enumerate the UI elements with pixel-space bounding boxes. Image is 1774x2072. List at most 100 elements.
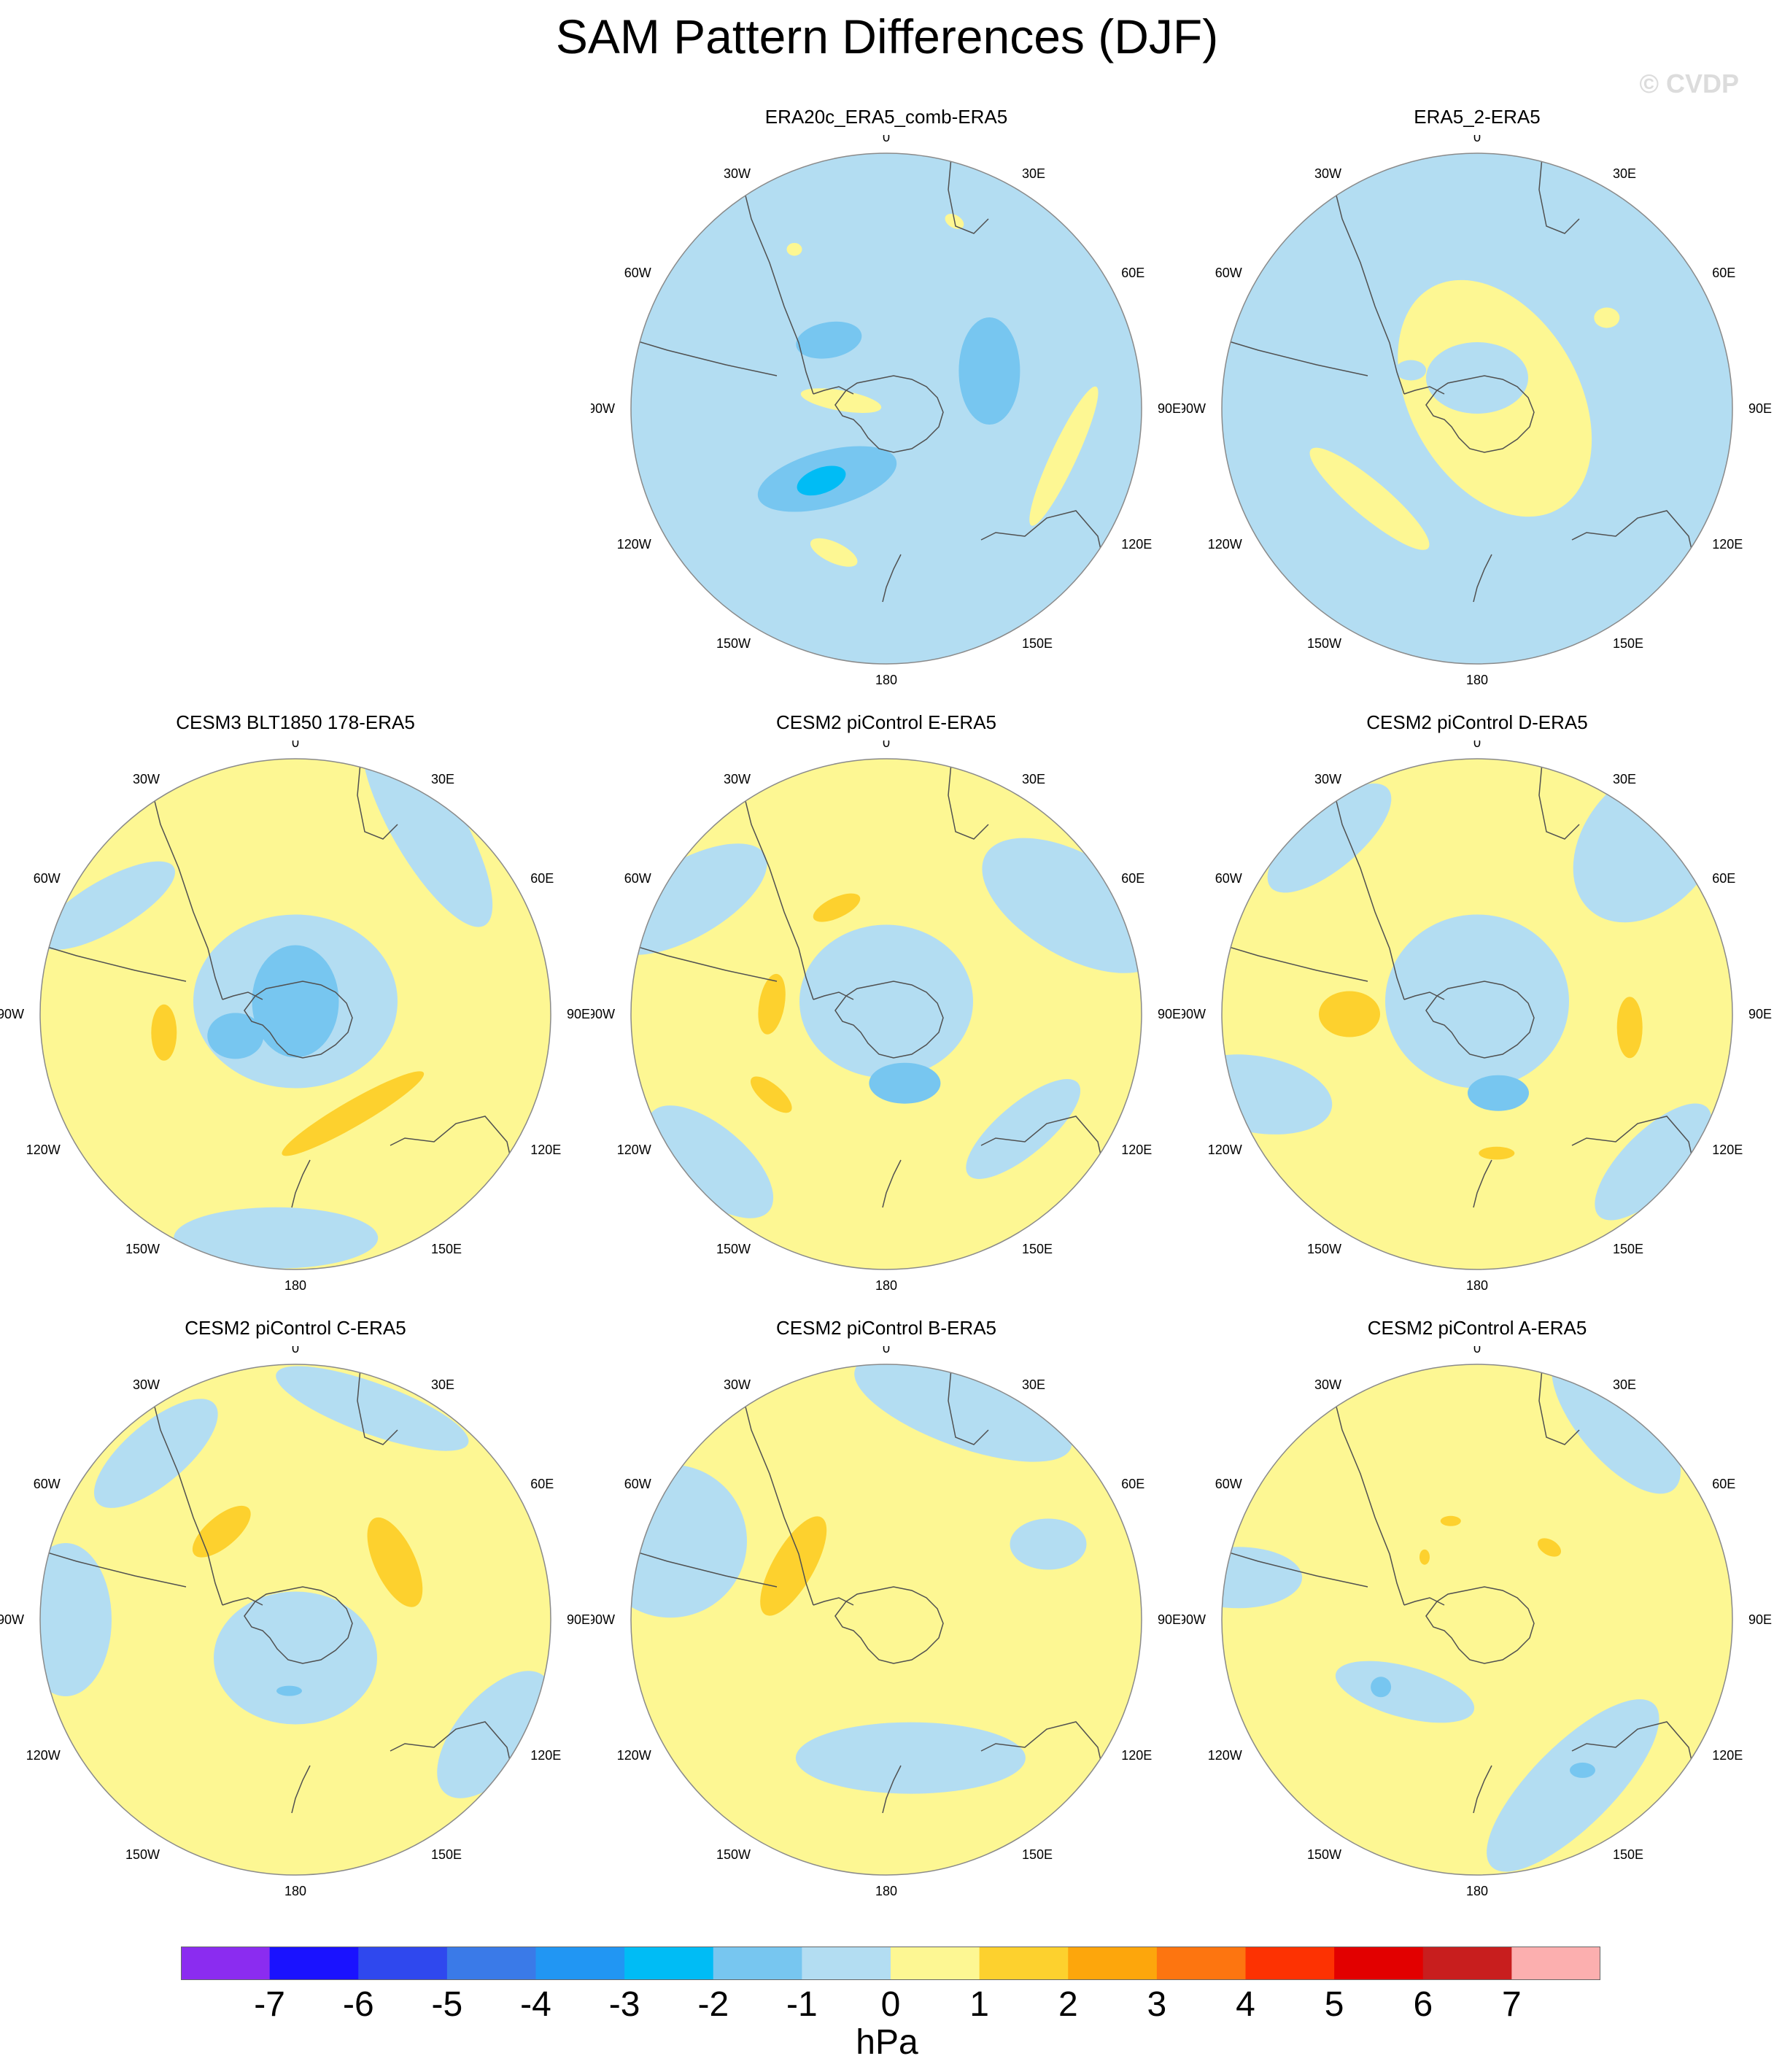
- anomaly-contour-region: [758, 973, 786, 1035]
- panel-title: CESM2 piControl D-ERA5: [1366, 711, 1588, 733]
- longitude-label: 180: [1466, 673, 1488, 687]
- anomaly-contour-region: [810, 538, 858, 567]
- continent-coastline: [1330, 174, 1405, 395]
- anomaly-contour-region: [1426, 342, 1528, 414]
- continent-coastline: [40, 1539, 187, 1588]
- longitude-label: 90E: [1158, 1612, 1181, 1627]
- map-boundary-circle: [39, 1364, 551, 1876]
- anomaly-contour-region: [367, 1517, 423, 1607]
- anomaly-contour-region: [795, 1722, 1026, 1794]
- colorbar-tick-label: -3: [608, 1985, 640, 2024]
- anomaly-contour-region: [151, 1004, 177, 1061]
- map-panel: CESM2 piControl D-ERA5 0 30E 60E 90E 120E 150E…: [1182, 711, 1773, 1310]
- longitude-label: 60W: [1215, 871, 1242, 886]
- longitude-label: 30E: [431, 1377, 454, 1392]
- longitude-label: 150W: [125, 1242, 160, 1256]
- longitude-label: 180: [284, 1278, 306, 1293]
- colorbar-swatch: [1156, 1947, 1247, 1980]
- anomaly-contour-region: [797, 465, 846, 496]
- longitude-label: 60E: [1121, 266, 1144, 280]
- anomaly-contour-region: [276, 1685, 302, 1696]
- longitude-label: 150W: [1307, 1242, 1341, 1256]
- anomaly-contour-region: [869, 1062, 941, 1104]
- longitude-label: 120W: [26, 1143, 61, 1157]
- continent-coastline: [813, 1597, 854, 1606]
- colorbar-tick-label: -7: [254, 1985, 285, 2024]
- longitude-label: 180: [1466, 1884, 1488, 1898]
- longitude-label: 30E: [1613, 1377, 1636, 1392]
- longitude-label: 120E: [1712, 537, 1743, 552]
- anomaly-contour-region: [647, 1105, 774, 1218]
- longitude-label: 0: [883, 135, 890, 144]
- map-panel: CESM3 BLT1850 178-ERA5 0 30E 60E 90E 120E 150E…: [0, 711, 591, 1310]
- longitude-label: 90W: [1182, 401, 1206, 416]
- longitude-label: 60E: [1712, 871, 1735, 886]
- longitude-label: 60E: [1712, 1477, 1735, 1491]
- cvdp-watermark: © CVDP: [1639, 69, 1739, 98]
- colorbar-tick-label: -2: [697, 1985, 729, 2024]
- continent-coastline: [40, 933, 187, 982]
- anomaly-contour-region: [854, 1364, 1072, 1462]
- continent-coastline: [740, 1385, 814, 1606]
- colorbar-tick-label: -4: [520, 1985, 551, 2024]
- longitude-label: 120W: [1208, 1143, 1242, 1157]
- panel-title: ERA20c_ERA5_comb-ERA5: [764, 106, 1008, 128]
- longitude-label: 30E: [1022, 1377, 1045, 1392]
- anomaly-contour-region: [1468, 1075, 1529, 1111]
- longitude-label: 60E: [530, 1477, 554, 1491]
- contour-fill-layer: [631, 759, 1142, 1269]
- continent-coastline: [222, 1597, 263, 1606]
- colorbar-swatch: [1245, 1947, 1335, 1980]
- longitude-label: 150W: [1307, 1847, 1341, 1862]
- contour-fill-layer: [1222, 759, 1732, 1269]
- polar-stereographic-map: 0 30E 60E 90E 120E 150E 180 150W 120W 90W 60W 30W: [1182, 741, 1772, 1293]
- panel-title: CESM2 piControl E-ERA5: [776, 711, 996, 733]
- continent-coastline: [1222, 328, 1368, 376]
- anomaly-contour-region: [1616, 997, 1643, 1059]
- longitude-label: 150E: [1022, 1242, 1053, 1256]
- anomaly-contour-region: [1440, 1515, 1461, 1526]
- continent-coastline: [1330, 780, 1405, 1000]
- longitude-label: 90W: [0, 1612, 24, 1627]
- continent-coastline: [882, 1159, 902, 1208]
- anomaly-contour-region: [751, 1076, 792, 1113]
- longitude-label: 120W: [26, 1748, 61, 1763]
- colorbar-swatch: [1511, 1947, 1600, 1980]
- longitude-label: 120E: [1712, 1143, 1743, 1157]
- colorbar-swatch: [269, 1947, 359, 1980]
- colorbar-tick-label: -6: [342, 1985, 374, 2024]
- colorbar-tick-label: 0: [880, 1985, 901, 2024]
- longitude-label: 150E: [1022, 1847, 1053, 1862]
- longitude-label: 30E: [1613, 166, 1636, 181]
- continent-coastline: [882, 1765, 902, 1814]
- longitude-label: 180: [1466, 1278, 1488, 1293]
- longitude-label: 90W: [0, 1007, 24, 1021]
- anomaly-contour-region: [1537, 1538, 1562, 1557]
- polar-stereographic-map: 0 30E 60E 90E 120E 150E 180 150W 120W 90W 60W 30W: [0, 1346, 590, 1898]
- continent-coastline: [1473, 1765, 1492, 1814]
- longitude-label: 150E: [1022, 636, 1053, 651]
- longitude-label: 60W: [624, 1477, 651, 1491]
- antarctica-coastline: [244, 1586, 353, 1664]
- longitude-label: 30W: [1314, 1377, 1341, 1392]
- continent-coastline: [1473, 554, 1492, 603]
- map-boundary-circle: [630, 1364, 1142, 1876]
- polar-stereographic-map: 0 30E 60E 90E 120E 150E 180 150W 120W 90W 60W 30W: [1182, 1346, 1772, 1898]
- continent-coastline: [149, 780, 223, 1000]
- colorbar: [181, 1947, 1600, 1980]
- longitude-label: 30E: [1022, 166, 1045, 181]
- longitude-label: 180: [875, 673, 897, 687]
- longitude-label: 120E: [1121, 537, 1152, 552]
- colorbar-tick-label: 7: [1502, 1985, 1522, 2024]
- polar-stereographic-map: 0 30E 60E 90E 120E 150E 180 150W 120W 90W 60W 30W: [591, 741, 1181, 1293]
- anomaly-contour-region: [40, 861, 176, 950]
- continent-coastline: [882, 554, 902, 603]
- map-boundary-circle: [39, 758, 551, 1270]
- longitude-label: 120W: [1208, 537, 1242, 552]
- longitude-label: 90E: [1158, 401, 1181, 416]
- longitude-label: 150E: [431, 1847, 462, 1862]
- anomaly-contour-region: [1222, 1547, 1303, 1609]
- colorbar-swatch: [1334, 1947, 1424, 1980]
- anomaly-contour-region: [40, 1543, 112, 1696]
- colorbar-tick-label: 1: [969, 1985, 989, 2024]
